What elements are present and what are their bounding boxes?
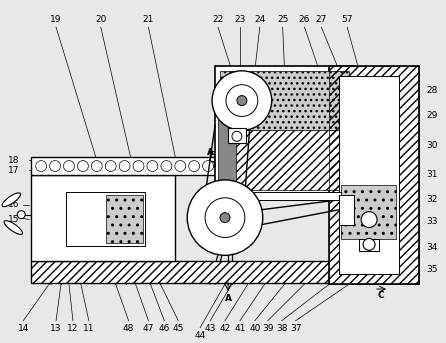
Bar [31,157,215,175]
Circle shape [363,238,375,250]
Bar [31,261,411,283]
Circle shape [361,212,377,227]
Text: 34: 34 [427,243,438,252]
Text: 23: 23 [234,15,246,24]
Text: 25: 25 [277,15,288,24]
Bar [66,192,145,246]
Text: 26: 26 [299,15,310,24]
Text: 14: 14 [17,324,29,333]
Bar [339,195,354,225]
Bar [218,116,236,190]
Circle shape [147,161,158,172]
Text: 19: 19 [50,15,62,24]
Bar [228,128,246,143]
Bar [220,106,235,117]
Circle shape [232,131,242,141]
Bar [106,195,143,244]
Text: B-: B- [354,215,364,224]
Circle shape [226,85,258,117]
Text: 43: 43 [204,324,216,333]
Text: 12: 12 [67,324,78,333]
Bar [329,66,419,284]
Text: 18: 18 [8,156,19,165]
Text: 16: 16 [8,200,19,209]
Ellipse shape [4,221,22,234]
Text: 29: 29 [427,111,438,120]
Text: 22: 22 [212,15,223,24]
Text: A: A [224,294,231,304]
Text: 42: 42 [219,324,231,333]
Text: 46: 46 [159,324,170,333]
Text: 21: 21 [143,15,154,24]
Circle shape [175,161,186,172]
Bar [220,130,349,190]
Text: 15: 15 [8,215,19,224]
Bar [359,239,379,251]
Bar [215,66,354,195]
Circle shape [78,161,88,172]
Text: 11: 11 [83,324,95,333]
Circle shape [220,213,230,223]
Circle shape [187,180,263,255]
Circle shape [91,161,102,172]
Ellipse shape [2,193,21,206]
Circle shape [133,161,144,172]
Circle shape [17,211,25,218]
Text: 48: 48 [123,324,134,333]
Text: B-: B- [354,243,364,252]
Bar [217,192,341,200]
Bar [31,175,175,261]
Text: D: D [208,161,215,169]
Text: 38: 38 [276,324,287,333]
Circle shape [36,161,46,172]
Text: 31: 31 [427,170,438,179]
Circle shape [105,161,116,172]
Bar [341,185,396,239]
Text: C: C [343,185,350,194]
Text: C: C [378,292,384,300]
Circle shape [202,161,214,172]
Circle shape [189,161,200,172]
Text: A: A [206,147,214,157]
Circle shape [161,161,172,172]
Circle shape [212,71,272,130]
Text: 45: 45 [173,324,184,333]
Bar [329,66,419,284]
Text: 39: 39 [262,324,273,333]
Text: 47: 47 [143,324,154,333]
Text: 32: 32 [427,195,438,204]
Text: 37: 37 [290,324,301,333]
Text: 57: 57 [342,15,353,24]
Text: 27: 27 [316,15,327,24]
Text: E: E [208,151,214,159]
Circle shape [205,198,245,237]
Circle shape [50,161,61,172]
Circle shape [63,161,74,172]
Text: 28: 28 [427,86,438,95]
Circle shape [237,96,247,106]
Text: 44: 44 [194,331,206,340]
Text: 35: 35 [427,265,438,274]
Text: 17: 17 [8,166,19,175]
Text: 30: 30 [427,141,438,150]
Bar [339,76,399,274]
Text: 13: 13 [50,324,62,333]
Text: 24: 24 [254,15,265,24]
Text: 20: 20 [95,15,107,24]
Text: 41: 41 [234,324,246,333]
Text: 40: 40 [249,324,260,333]
Circle shape [119,161,130,172]
Text: 33: 33 [427,217,438,226]
Bar [220,71,349,130]
